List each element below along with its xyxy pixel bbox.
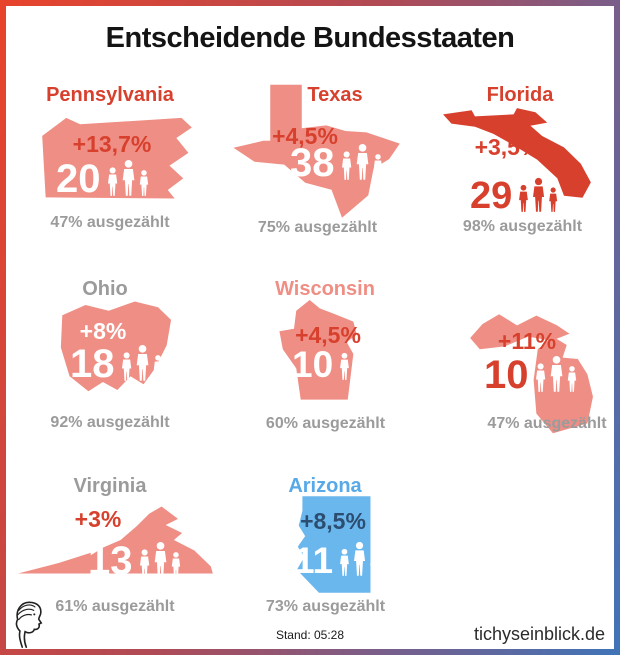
state-name-texas: Texas: [307, 84, 363, 106]
state-name-pennsylvania: Pennsylvania: [46, 84, 174, 106]
votes-row-florida: 29: [470, 174, 559, 217]
state-shape-arizona: [296, 496, 371, 593]
people-icon-texas: [341, 144, 382, 180]
people-icon-ohio: [121, 345, 162, 381]
counted-label-virginia: 61% ausgezählt: [55, 598, 175, 615]
gain-label-virginia: +3%: [74, 506, 122, 532]
gain-label-florida: +3,5%: [474, 134, 541, 160]
people-icon-pennsylvania: [107, 160, 148, 196]
website-label: tichyseinblick.de: [473, 624, 605, 644]
state-name-virginia: Virginia: [73, 475, 147, 497]
counted-label-arizona: 73% ausgezählt: [265, 598, 386, 615]
state-name-wisconsin: Wisconsin: [275, 278, 375, 300]
votes-row-michigan: 10: [484, 353, 578, 398]
votes-row-pennsylvania: 20: [56, 157, 150, 202]
people-icon-michigan: [535, 356, 576, 392]
gain-label-michigan: +11%: [497, 328, 557, 354]
hermes-head-logo: [15, 601, 43, 648]
state-name-arizona: Arizona: [288, 475, 362, 497]
gain-label-texas: +4,5%: [272, 123, 338, 149]
votes-row-ohio: 18: [70, 342, 164, 387]
counted-label-florida: 98% ausgezählt: [462, 218, 583, 235]
votes-count-pennsylvania: 20: [56, 157, 101, 202]
counted-label-michigan: 47% ausgezählt: [487, 415, 607, 432]
votes-count-wisconsin: 10: [292, 343, 334, 385]
counted-label-pennsylvania: 47% ausgezählt: [50, 214, 170, 231]
people-icon-wisconsin: [340, 345, 379, 380]
people-icon-arizona: [340, 541, 379, 576]
counted-label-ohio: 92% ausgezählt: [50, 414, 170, 431]
counted-label-wisconsin: 60% ausgezählt: [265, 415, 386, 432]
timestamp-label: Stand: 05:28: [275, 628, 345, 642]
votes-count-florida: 29: [470, 174, 513, 217]
votes-count-ohio: 18: [70, 342, 115, 387]
page-title: Entscheidende Bundesstaaten: [105, 22, 515, 54]
votes-row-arizona: 11: [294, 539, 380, 581]
gain-label-arizona: +8,5%: [300, 508, 366, 534]
gain-label-pennsylvania: +13,7%: [72, 131, 152, 157]
gain-label-wisconsin: +4,5%: [295, 322, 361, 348]
votes-row-wisconsin: 10: [292, 343, 380, 385]
votes-row-texas: 38: [290, 141, 384, 186]
votes-count-texas: 38: [290, 141, 335, 186]
counted-label-texas: 75% ausgezählt: [257, 219, 378, 236]
state-shape-michigan: [470, 314, 593, 434]
state-shape-wisconsin: [279, 300, 357, 400]
people-icon-florida: [519, 177, 558, 212]
votes-count-michigan: 10: [484, 353, 529, 398]
state-shape-pennsylvania: [42, 117, 192, 199]
state-shape-texas: [233, 84, 400, 218]
people-icon-virginia: [139, 542, 180, 578]
state-shape-florida: [443, 108, 591, 198]
votes-row-virginia: 13: [88, 539, 182, 584]
votes-count-arizona: 11: [294, 539, 334, 581]
gain-label-ohio: +8%: [79, 318, 127, 344]
votes-count-virginia: 13: [88, 539, 133, 584]
state-name-florida: Florida: [486, 84, 554, 106]
state-name-ohio: Ohio: [82, 278, 128, 300]
